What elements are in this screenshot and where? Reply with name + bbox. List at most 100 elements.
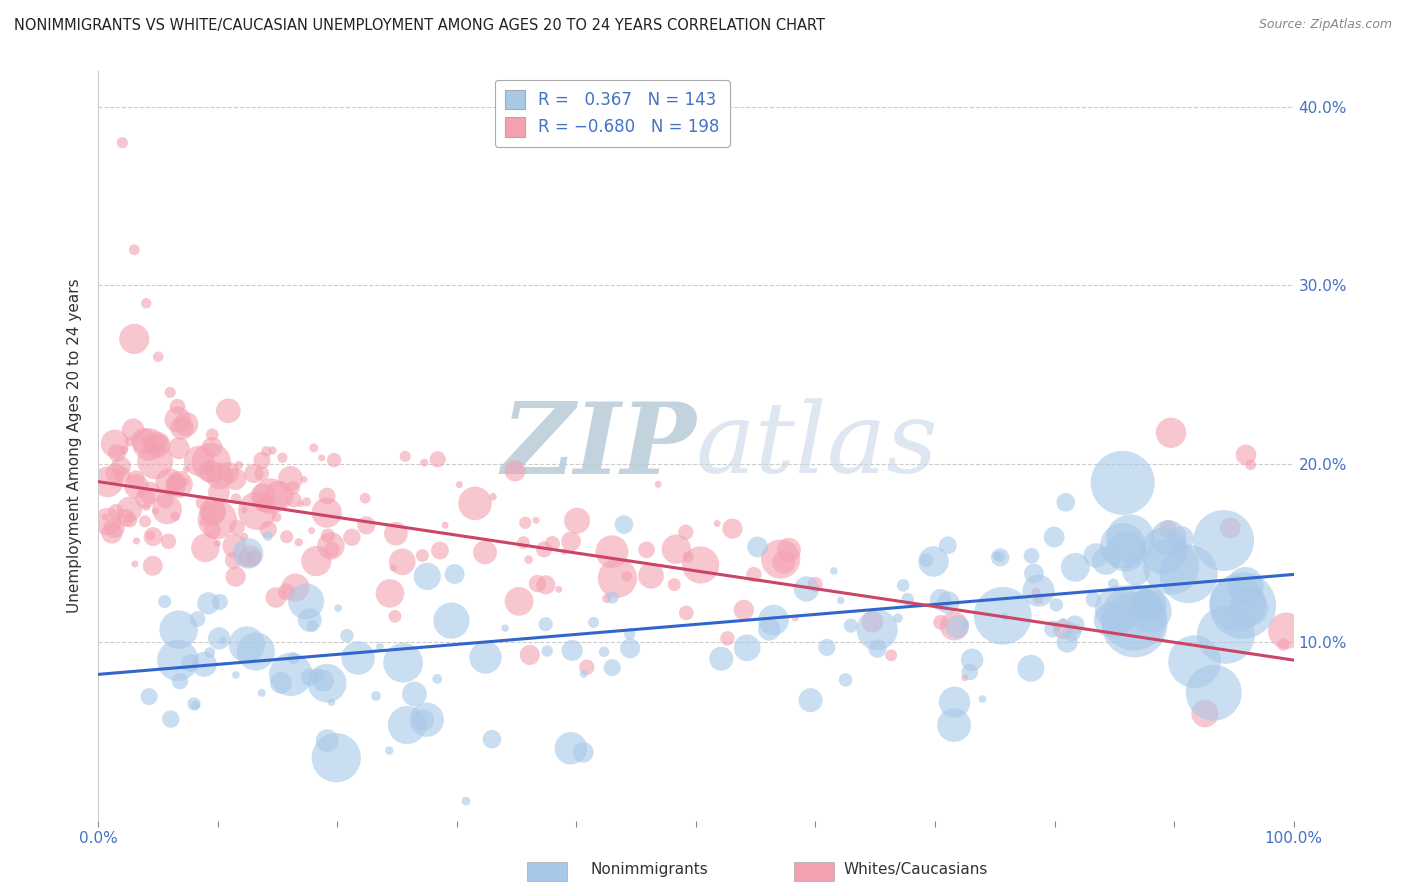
Point [815, 640, 838, 655]
Point [197, 596, 219, 610]
Point [270, 676, 292, 690]
Point [197, 460, 219, 475]
Point [174, 475, 197, 489]
Point [135, 296, 157, 310]
Point [184, 698, 207, 713]
Point [135, 434, 157, 449]
Point [125, 472, 148, 486]
Point [1028, 583, 1050, 598]
Point [336, 629, 359, 643]
Point [464, 496, 486, 510]
Point [887, 611, 910, 625]
Point [200, 465, 222, 479]
Point [316, 733, 339, 747]
Point [391, 555, 413, 569]
Point [284, 581, 307, 595]
Point [276, 585, 298, 599]
Point [1170, 532, 1192, 546]
Point [167, 442, 190, 456]
Point [593, 645, 616, 659]
Point [295, 495, 318, 509]
Point [115, 511, 138, 525]
Point [834, 673, 856, 687]
Point [582, 615, 605, 630]
Point [426, 672, 449, 686]
Point [262, 443, 284, 458]
Point [295, 594, 318, 608]
Point [325, 750, 347, 764]
Point [201, 427, 224, 442]
Point [354, 491, 377, 506]
Point [1234, 578, 1257, 592]
Point [1046, 619, 1069, 633]
Point [675, 525, 697, 540]
Point [124, 332, 146, 346]
Point [179, 656, 201, 670]
Point [534, 617, 557, 632]
Point [104, 505, 127, 519]
Point [256, 529, 278, 543]
Point [602, 591, 624, 605]
Point [1157, 522, 1180, 536]
Point [1112, 539, 1135, 553]
Point [364, 689, 387, 703]
Point [1101, 613, 1123, 627]
Point [260, 489, 283, 503]
Point [494, 621, 516, 635]
Point [250, 467, 273, 481]
Point [474, 650, 496, 665]
Point [134, 515, 156, 529]
Point [167, 477, 190, 491]
Point [104, 436, 127, 450]
Point [264, 591, 287, 605]
Point [426, 452, 449, 467]
Point [541, 536, 564, 550]
Point [236, 546, 259, 560]
Point [138, 690, 160, 704]
Point [1060, 624, 1083, 639]
Point [174, 417, 197, 432]
Point [323, 453, 346, 467]
Point [122, 423, 145, 437]
Point [1043, 530, 1066, 544]
Point [392, 656, 415, 670]
Point [134, 491, 156, 506]
Point [316, 489, 339, 503]
Point [600, 660, 623, 674]
Point [440, 614, 463, 628]
Point [758, 623, 780, 637]
Point [298, 670, 321, 684]
Point [596, 591, 619, 606]
Point [225, 668, 247, 682]
Point [290, 497, 312, 511]
Point [508, 594, 530, 608]
Point [988, 549, 1011, 564]
Point [94, 510, 117, 524]
Point [157, 534, 180, 549]
Point [183, 697, 205, 711]
Point [1102, 577, 1125, 591]
Point [796, 582, 818, 596]
Point [481, 732, 503, 747]
Point [915, 553, 938, 567]
Point [105, 446, 128, 460]
Point [943, 695, 966, 709]
Point [454, 794, 477, 808]
Point [565, 514, 588, 528]
Point [385, 526, 408, 541]
Point [340, 530, 363, 544]
Point [606, 571, 628, 585]
Point [799, 693, 821, 707]
Point [891, 578, 914, 592]
Point [124, 243, 146, 257]
Point [991, 608, 1014, 623]
Point [988, 550, 1011, 565]
Point [613, 517, 636, 532]
Point [307, 668, 329, 682]
Point [245, 644, 267, 658]
Point [155, 492, 177, 507]
Point [773, 555, 796, 569]
Point [316, 529, 339, 543]
Point [382, 561, 405, 575]
Text: Nonimmigrants: Nonimmigrants [591, 863, 709, 877]
